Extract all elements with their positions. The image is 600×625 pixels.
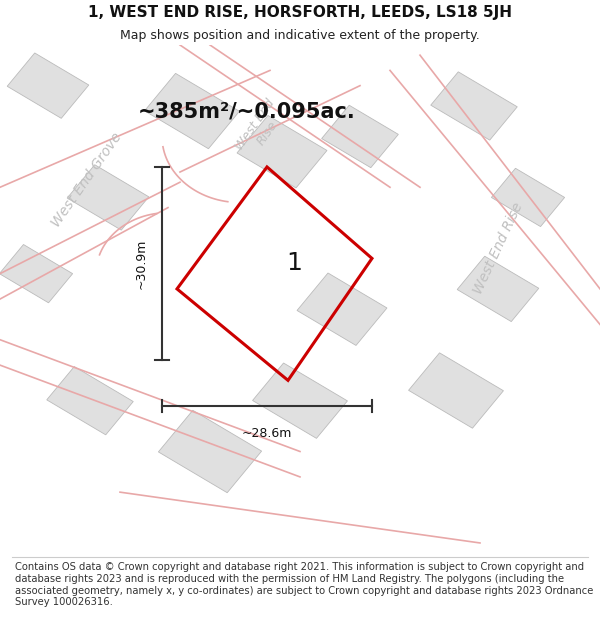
Polygon shape bbox=[47, 366, 133, 435]
Polygon shape bbox=[409, 353, 503, 428]
Polygon shape bbox=[158, 410, 262, 492]
Polygon shape bbox=[253, 363, 347, 438]
Text: ~385m²/~0.095ac.: ~385m²/~0.095ac. bbox=[138, 101, 356, 121]
Polygon shape bbox=[237, 116, 327, 188]
Text: Contains OS data © Crown copyright and database right 2021. This information is : Contains OS data © Crown copyright and d… bbox=[15, 562, 593, 608]
Polygon shape bbox=[431, 72, 517, 140]
Polygon shape bbox=[67, 165, 149, 230]
Text: ~28.6m: ~28.6m bbox=[242, 428, 292, 440]
Polygon shape bbox=[7, 53, 89, 118]
Polygon shape bbox=[322, 105, 398, 168]
Text: 1, WEST END RISE, HORSFORTH, LEEDS, LS18 5JH: 1, WEST END RISE, HORSFORTH, LEEDS, LS18… bbox=[88, 5, 512, 20]
Polygon shape bbox=[457, 256, 539, 322]
Text: West End
Rise: West End Rise bbox=[233, 97, 289, 161]
Polygon shape bbox=[297, 273, 387, 346]
Text: 1: 1 bbox=[286, 251, 302, 276]
Polygon shape bbox=[491, 168, 565, 227]
Text: West End Grove: West End Grove bbox=[49, 130, 125, 229]
Polygon shape bbox=[145, 73, 239, 149]
Text: ~30.9m: ~30.9m bbox=[134, 238, 148, 289]
Text: Map shows position and indicative extent of the property.: Map shows position and indicative extent… bbox=[120, 29, 480, 42]
Text: West End Rise: West End Rise bbox=[470, 201, 526, 296]
Polygon shape bbox=[0, 244, 73, 302]
